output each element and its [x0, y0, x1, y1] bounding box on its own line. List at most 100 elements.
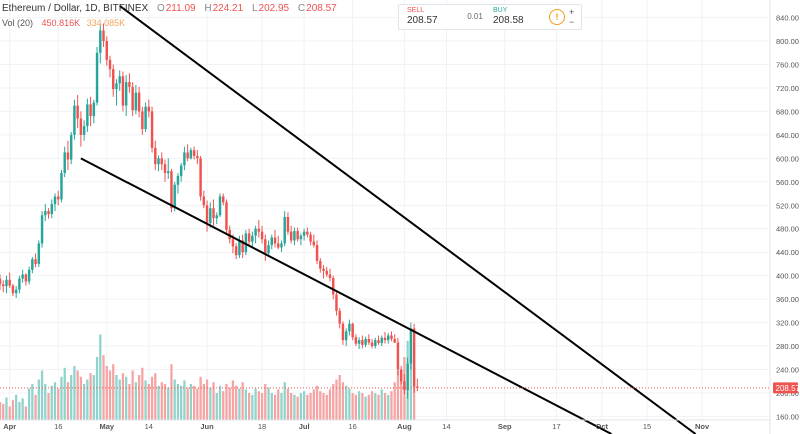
- candle-body: [131, 86, 134, 111]
- candle-body: [241, 240, 244, 253]
- candle-body: [53, 196, 57, 205]
- last-price-text: 208.57: [776, 384, 800, 393]
- candle-body: [412, 328, 416, 387]
- candle-body: [299, 235, 303, 240]
- chart-legend: Ethereum / Dollar, 1D, BITFINEX O211.09 …: [2, 3, 337, 14]
- volume-bar: [157, 385, 160, 420]
- volume-bar: [377, 394, 380, 420]
- sell-button[interactable]: SELL 208.57: [407, 7, 467, 26]
- last-price-label: 208.57: [773, 382, 800, 394]
- candle-body: [157, 158, 160, 165]
- price-tick-label: 280.00: [776, 342, 799, 351]
- volume-bar: [306, 394, 309, 420]
- volume-bar: [196, 388, 199, 420]
- volume-bar: [374, 393, 377, 420]
- candle-body: [73, 105, 76, 135]
- candle-body: [315, 245, 319, 261]
- candle-body: [192, 150, 196, 157]
- volume-bar: [180, 385, 183, 420]
- volume-bar: [218, 385, 222, 420]
- price-tick-label: 320.00: [776, 319, 799, 328]
- volume-bar: [351, 393, 354, 420]
- candle-body: [124, 82, 128, 106]
- spread-value: 0.01: [467, 12, 483, 21]
- volume-bar: [325, 394, 328, 420]
- volume-bar: [332, 384, 335, 420]
- volume-bar: [167, 387, 170, 420]
- candle-body: [396, 342, 400, 370]
- volume-bar: [270, 393, 273, 420]
- volume-bar: [24, 406, 28, 420]
- price-tick-label: 640.00: [776, 131, 799, 140]
- candle-body: [105, 41, 108, 60]
- trendline-lower: [80, 157, 612, 434]
- volume-bar: [170, 364, 173, 420]
- candle-body: [2, 284, 5, 287]
- volume-bar: [328, 389, 332, 420]
- trendlines[interactable]: [80, 5, 697, 434]
- time-tick-label: Sep: [498, 422, 512, 431]
- candle-body: [225, 202, 228, 230]
- volume-bar: [134, 382, 138, 420]
- time-axis[interactable]: Apr 16 May 14 Jun 18 Jul 16 Aug 14 Sep 17 Oct 15 Nov: [0, 419, 770, 431]
- price-tick-label: 840.00: [776, 14, 799, 23]
- plus-icon[interactable]: +: [569, 7, 575, 17]
- candle-body: [5, 279, 8, 287]
- volume-bar: [212, 382, 215, 420]
- volume-bar: [186, 387, 189, 420]
- volume-bar: [400, 375, 403, 420]
- volume-bar: [40, 370, 44, 420]
- volume-bar: [348, 388, 351, 420]
- volume-bar: [341, 382, 345, 420]
- volume-bar: [267, 387, 270, 420]
- volume-bar: [209, 387, 212, 420]
- candle-body: [364, 338, 367, 345]
- volume-bar: [293, 394, 296, 420]
- volume-bar: [53, 382, 57, 420]
- price-tick-label: 360.00: [776, 295, 799, 304]
- time-tick-label: 14: [145, 422, 153, 431]
- volume-bar: [235, 385, 238, 420]
- low-label: L: [251, 3, 258, 14]
- candle-body: [60, 173, 63, 200]
- minus-icon[interactable]: −: [569, 17, 575, 27]
- price-axis[interactable]: 160.00 200.00 240.00 280.00 320.00 360.00 400.…: [769, 0, 800, 434]
- candle-body: [18, 278, 21, 290]
- time-tick-label: Jul: [299, 422, 310, 431]
- volume-bar: [76, 370, 79, 420]
- candle-body: [390, 335, 393, 339]
- time-tick-label: 14: [442, 422, 450, 431]
- volume-bar: [225, 384, 228, 420]
- price-tick-label: 520.00: [776, 201, 799, 210]
- volume-bar: [277, 389, 280, 420]
- volume-bar: [283, 382, 286, 420]
- volume-bar: [241, 382, 244, 420]
- volume-bar: [92, 375, 95, 420]
- candle-body: [147, 106, 151, 112]
- volume-bar: [319, 391, 322, 420]
- volume-bar: [144, 380, 147, 420]
- volume-bar: [21, 398, 24, 420]
- symbol-title[interactable]: Ethereum / Dollar, 1D, BITFINEX: [2, 3, 149, 14]
- candle-body: [202, 196, 206, 206]
- volume-label[interactable]: Vol (20): [2, 18, 34, 28]
- candle-body: [370, 342, 374, 347]
- candle-body: [302, 231, 306, 236]
- volume-bar: [31, 384, 34, 420]
- price-tick-label: 240.00: [776, 365, 799, 374]
- candle-body: [351, 323, 354, 338]
- volume-bar: [387, 394, 390, 420]
- volume-bar: [34, 394, 37, 420]
- volume-bar: [247, 393, 251, 420]
- candle-body: [218, 196, 222, 216]
- volume-bar: [228, 387, 231, 420]
- time-tick-label: 16: [348, 422, 356, 431]
- volume-bar: [309, 393, 312, 420]
- candle-body: [322, 268, 325, 271]
- volume-bar: [82, 384, 86, 420]
- volume-bar: [335, 379, 338, 420]
- buy-button[interactable]: BUY 208.58: [493, 7, 549, 26]
- candle-body: [82, 126, 86, 135]
- info-icon[interactable]: !: [549, 9, 565, 25]
